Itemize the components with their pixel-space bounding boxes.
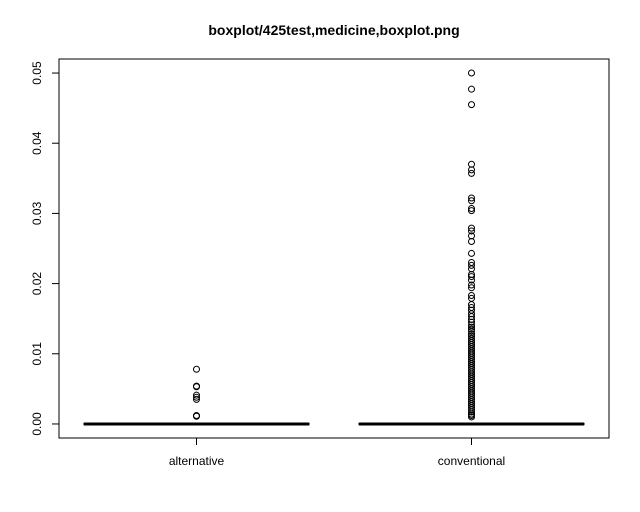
- outlier-point: [468, 237, 475, 245]
- outlier-point: [468, 69, 475, 77]
- outlier-point: [468, 207, 475, 215]
- y-tick-label: 0.02: [30, 272, 44, 296]
- outlier-point: [468, 284, 475, 292]
- outlier-point: [468, 224, 475, 232]
- outlier-point: [468, 101, 475, 109]
- box-alternative: [83, 365, 310, 426]
- outlier-point: [193, 393, 200, 401]
- box-conventional: [358, 69, 585, 426]
- x-axis: alternative conventional: [169, 438, 505, 468]
- y-tick-label: 0.01: [30, 342, 44, 366]
- outlier-point: [468, 160, 475, 168]
- y-tick-label: 0.04: [30, 131, 44, 155]
- outlier-point: [468, 327, 475, 335]
- outlier-point: [468, 204, 475, 212]
- outlier-point: [468, 166, 475, 174]
- outlier-point: [193, 395, 200, 403]
- outlier-point: [468, 408, 475, 416]
- outlier-point: [468, 227, 475, 235]
- outlier-point: [468, 249, 475, 257]
- outlier-point: [468, 281, 475, 289]
- outlier-point: [193, 412, 200, 420]
- y-tick-label: 0.03: [30, 201, 44, 225]
- outlier-point: [468, 413, 475, 421]
- outlier-point: [193, 365, 200, 373]
- outlier-point: [468, 265, 475, 273]
- outlier-point: [468, 276, 475, 284]
- outlier-point: [468, 273, 475, 281]
- outlier-point: [468, 323, 475, 331]
- outlier-point: [468, 197, 475, 205]
- outlier-point: [468, 261, 475, 269]
- outlier-point: [468, 194, 475, 202]
- boxes: [83, 69, 585, 426]
- chart-title: boxplot/425test,medicine,boxplot.png: [208, 22, 459, 38]
- x-tick-label-alternative: alternative: [169, 454, 225, 468]
- outlier-point: [468, 169, 475, 177]
- outlier-point: [468, 325, 475, 333]
- plot-frame: [58, 58, 610, 439]
- y-tick-label: 0.00: [30, 412, 44, 436]
- outlier-point: [468, 85, 475, 93]
- outlier-point: [468, 318, 475, 326]
- y-axis: 0.00 0.01 0.02 0.03 0.04 0.05: [30, 61, 59, 436]
- outlier-point: [193, 383, 200, 391]
- outlier-point: [193, 391, 200, 399]
- outlier-point: [468, 292, 475, 300]
- x-tick-label-conventional: conventional: [438, 454, 505, 468]
- y-tick-label: 0.05: [30, 61, 44, 85]
